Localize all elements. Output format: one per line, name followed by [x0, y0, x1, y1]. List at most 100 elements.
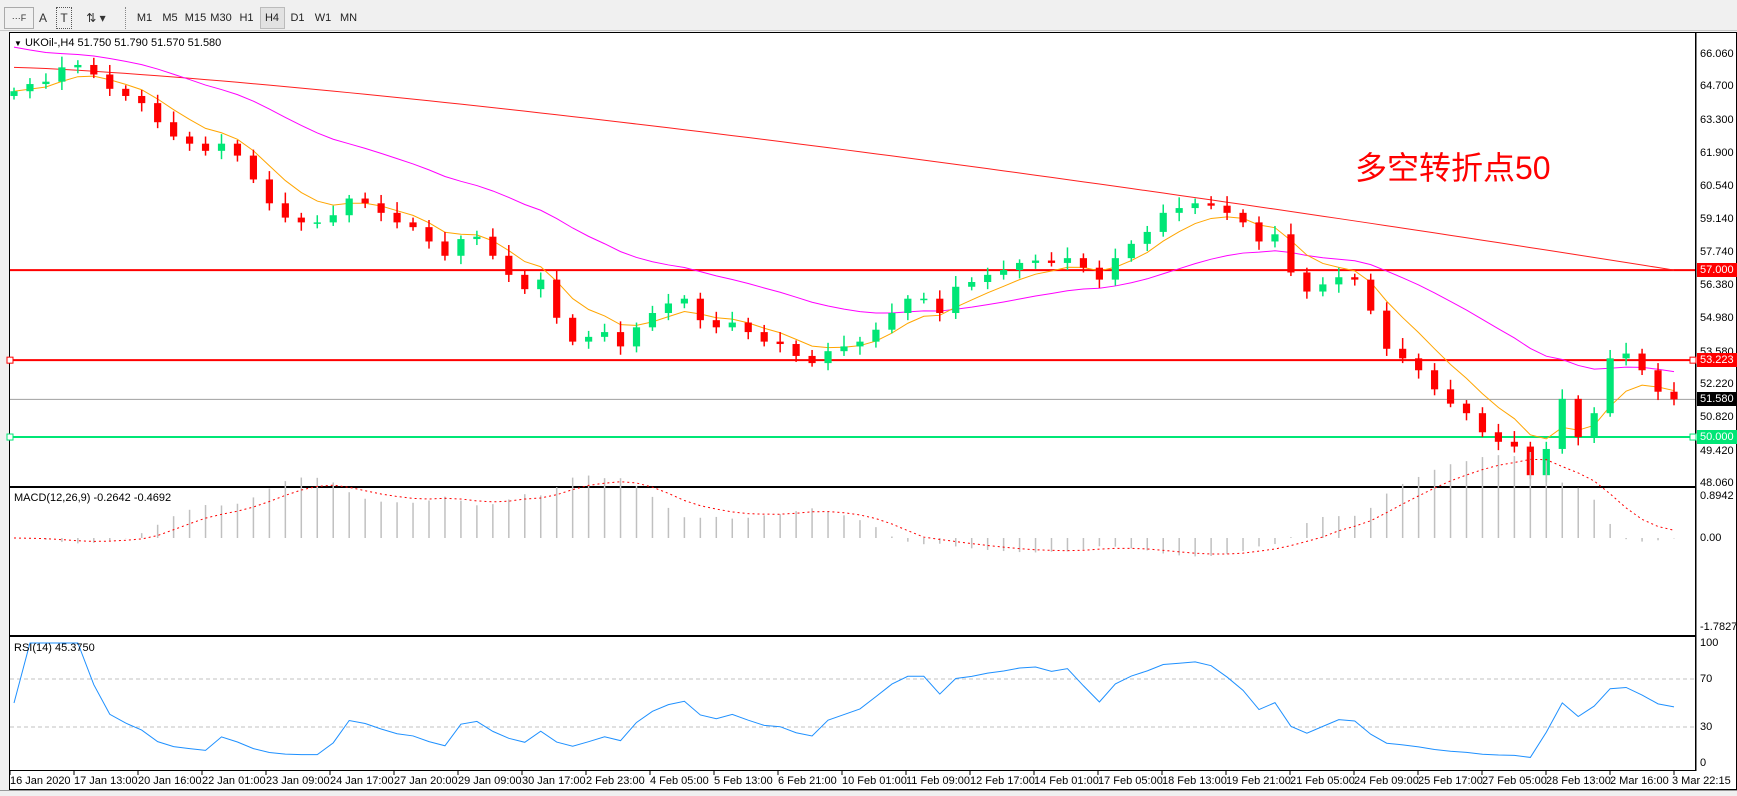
candle-body — [553, 279, 561, 318]
candle-body — [1000, 270, 1008, 275]
timeframe-m1[interactable]: M1 — [136, 12, 153, 24]
candle-body — [313, 222, 321, 224]
arrows-icon[interactable]: ⇅ ▾ — [86, 11, 106, 25]
candle-body — [1159, 212, 1167, 232]
legend-arrow-icon[interactable]: ▼ — [14, 39, 22, 48]
candle-body — [1319, 284, 1327, 292]
candle-body — [138, 95, 146, 104]
time-axis-label: 6 Feb 21:00 — [778, 775, 837, 787]
candle-body — [696, 298, 704, 321]
text-label-icon[interactable]: T — [56, 7, 72, 29]
chart-tabs-bar[interactable] — [0, 790, 1737, 796]
timeframe-h1[interactable]: H1 — [239, 12, 254, 24]
candle-body — [952, 286, 960, 314]
candle-body — [74, 64, 82, 68]
candle-body — [760, 332, 768, 342]
candle-body — [201, 143, 210, 151]
time-axis-label: 23 Jan 09:00 — [266, 775, 330, 787]
timeframe-w1[interactable]: W1 — [314, 12, 332, 24]
candle-body — [1367, 279, 1375, 311]
price-axis-label: 60.540 — [1700, 179, 1734, 192]
candle-body — [521, 274, 529, 290]
hline-price-tag: 50.000 — [1697, 430, 1737, 445]
timeframe-mn[interactable]: MN — [339, 12, 358, 24]
candle-body — [58, 67, 66, 82]
macd-axis-label: -1.7827 — [1700, 621, 1737, 633]
time-axis-label: 16 Jan 2020 — [10, 775, 71, 787]
candle-body — [1239, 212, 1247, 223]
candle-body — [170, 122, 178, 137]
candle-body — [1175, 208, 1183, 213]
candle-body — [185, 136, 194, 144]
price-axis-label: 64.700 — [1700, 80, 1734, 93]
candle-body — [808, 355, 816, 364]
candle-body — [1207, 203, 1215, 206]
candle-body — [1574, 398, 1582, 438]
candle-body — [122, 88, 130, 96]
candle-body — [281, 203, 289, 218]
candle-body — [888, 313, 896, 330]
candle-body — [744, 322, 752, 333]
price-panel[interactable] — [9, 32, 1696, 487]
candle-body — [1351, 277, 1359, 280]
candle-body — [1191, 203, 1199, 209]
candle-body — [1223, 205, 1231, 213]
grid-icon[interactable]: ⋯F — [4, 7, 34, 29]
line-handle — [6, 433, 14, 441]
candle-body — [1654, 370, 1662, 392]
candle-body — [968, 282, 976, 287]
time-axis-label: 27 Feb 05:00 — [1482, 775, 1547, 787]
line-handle — [1689, 356, 1697, 364]
time-axis-label: 18 Feb 13:00 — [1162, 775, 1227, 787]
candle-body — [217, 143, 226, 151]
candle-body — [632, 327, 641, 347]
candle-body — [154, 103, 162, 123]
candle-body — [409, 222, 417, 228]
candle-body — [856, 341, 864, 347]
candle-body — [329, 215, 337, 223]
time-axis-label: 29 Jan 09:00 — [458, 775, 522, 787]
time-axis-label: 3 Mar 22:15 — [1672, 775, 1731, 787]
time-axis-label: 28 Feb 13:00 — [1546, 775, 1611, 787]
candle-body — [712, 320, 720, 328]
macd-legend: MACD(12,26,9) -0.2642 -0.4692 — [14, 492, 172, 504]
annotation-text[interactable]: 多空转折点50 — [1355, 150, 1551, 186]
candle-body — [1303, 272, 1311, 292]
time-axis-label: 17 Jan 13:00 — [74, 775, 138, 787]
candle-body — [1399, 348, 1407, 359]
timeframe-m5[interactable]: M5 — [162, 12, 178, 24]
rsi-axis-label: 100 — [1700, 637, 1719, 649]
candle-body — [616, 332, 625, 347]
candle-body — [361, 198, 369, 204]
candle-body — [585, 336, 593, 342]
symbol-legend: ▼ UKOil-,H4 51.750 51.790 51.570 51.580 — [14, 37, 221, 49]
candle-body — [1670, 391, 1678, 400]
timeframe-h4[interactable]: H4 — [259, 7, 285, 29]
macd-panel[interactable] — [9, 487, 1696, 636]
candle-body — [1143, 231, 1151, 244]
price-axis-label: 48.060 — [1700, 477, 1734, 490]
hline-price-tag: 53.223 — [1697, 353, 1737, 368]
macd-axis-label: 0.00 — [1700, 532, 1722, 544]
timeframe-m15[interactable]: M15 — [184, 12, 207, 24]
candle-body — [425, 227, 433, 242]
text-icon[interactable]: A — [38, 11, 47, 25]
candle-body — [1047, 260, 1056, 263]
candle-body — [1271, 234, 1279, 242]
candle-body — [920, 298, 928, 301]
price-axis-label: 66.060 — [1700, 48, 1734, 60]
candle-body — [1111, 258, 1119, 280]
candle-body — [377, 203, 385, 213]
timeframe-d1[interactable]: D1 — [290, 12, 305, 24]
rsi-panel[interactable] — [9, 636, 1696, 771]
candle-body — [1462, 403, 1471, 414]
time-axis-label: 20 Jan 16:00 — [138, 775, 202, 787]
candle-body — [648, 313, 657, 328]
time-axis-label: 17 Feb 05:00 — [1098, 775, 1163, 787]
timeframe-m30[interactable]: M30 — [210, 12, 232, 24]
candle-body — [505, 255, 513, 275]
price-axis-label: 50.820 — [1700, 411, 1734, 424]
candle-body — [1031, 260, 1040, 263]
candle-body — [569, 317, 577, 342]
ma-fast-line — [13, 75, 1675, 440]
